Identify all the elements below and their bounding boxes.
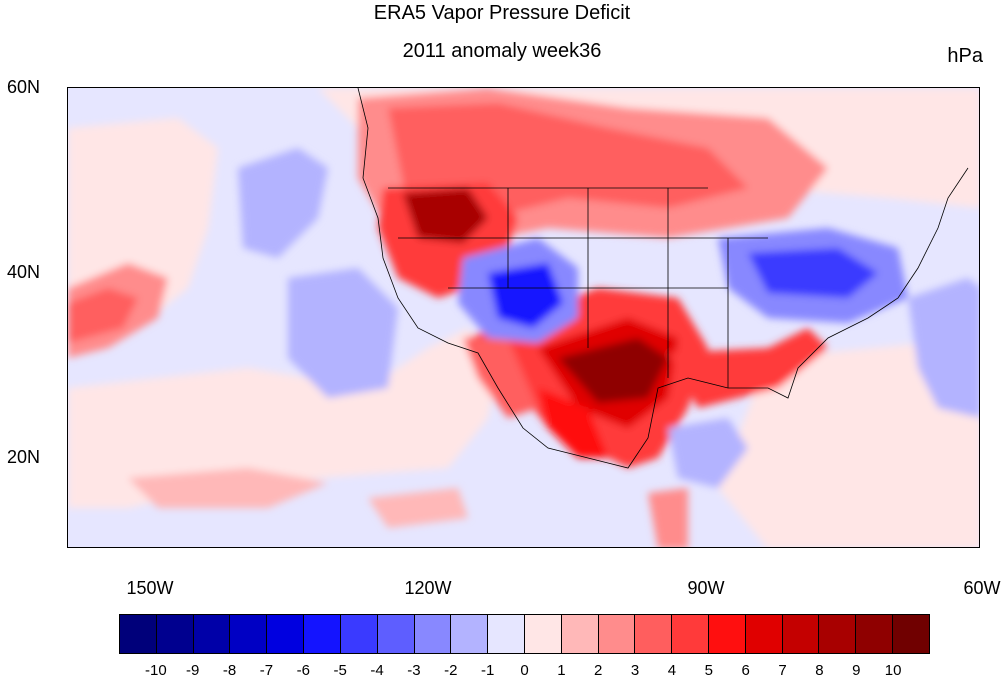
colorbar-tick-label: -7 bbox=[259, 662, 274, 679]
colorbar-tick-label: -2 bbox=[444, 662, 458, 679]
caribbean-pale-pink bbox=[718, 338, 979, 547]
pacific-blue-patch-north bbox=[238, 148, 328, 258]
colorbar-box bbox=[598, 615, 636, 653]
colorbar-tick-label: 2 bbox=[594, 662, 603, 679]
colorbar-tick-label: 1 bbox=[557, 662, 566, 679]
map-panel bbox=[67, 87, 980, 548]
coastline-outline bbox=[357, 88, 969, 469]
mexico-red-streak bbox=[538, 388, 608, 458]
colorbar-box bbox=[893, 615, 929, 653]
map-title: ERA5 Vapor Pressure Deficit bbox=[373, 2, 631, 24]
colorbar-box bbox=[709, 615, 746, 653]
lon-label-60w: 60W bbox=[963, 578, 1001, 598]
pacific-south-pale-pink bbox=[68, 328, 498, 508]
colorbar-tick-label: 3 bbox=[630, 662, 640, 679]
colorbar-tick-label: 10 bbox=[884, 662, 902, 679]
gulf-blue-patch bbox=[668, 418, 748, 488]
rockies-blue-core bbox=[488, 263, 563, 328]
colorbar-box bbox=[672, 615, 709, 653]
colorbar-tick-label: 6 bbox=[741, 662, 750, 679]
colorbar-box bbox=[782, 615, 820, 653]
colorbar-tick-label: -4 bbox=[370, 662, 384, 679]
colorbar-box bbox=[635, 615, 673, 653]
lon-label-90w: 90W bbox=[687, 578, 725, 598]
colorbar-box bbox=[414, 615, 452, 653]
colorbar-box bbox=[156, 615, 194, 653]
colorbar-tick-label: 7 bbox=[778, 662, 787, 679]
baja-red-streak bbox=[463, 338, 538, 418]
atlantic-blue-band bbox=[908, 278, 979, 418]
colorbar-tick-label: 9 bbox=[852, 662, 861, 679]
colorbar-tick-label: -9 bbox=[186, 662, 200, 679]
colorbar-tick-label: -3 bbox=[407, 662, 421, 679]
colorbar-box bbox=[745, 615, 783, 653]
lon-label-120w: 120W bbox=[404, 578, 452, 598]
colorbar-box bbox=[193, 615, 231, 653]
caribbean-red-patch bbox=[648, 488, 688, 547]
colorbar-box bbox=[340, 615, 378, 653]
colorbar-box bbox=[267, 615, 305, 653]
lat-label-20n: 20N bbox=[6, 447, 40, 467]
colorbar-box bbox=[377, 615, 415, 653]
colorbar-tick-label: -1 bbox=[480, 662, 495, 679]
colorbar-box bbox=[120, 615, 157, 653]
colorbar-tick-label: -6 bbox=[296, 662, 310, 679]
southwest-red-core bbox=[558, 338, 668, 403]
colorbar-box bbox=[524, 615, 562, 653]
anomaly-map bbox=[68, 88, 979, 547]
colorbar-tick-label: -8 bbox=[222, 662, 237, 679]
lat-label-40n: 40N bbox=[6, 262, 40, 282]
colorbar bbox=[119, 614, 930, 654]
pacific-south-red-band-2 bbox=[368, 488, 468, 528]
lon-label-150w: 150W bbox=[126, 578, 174, 598]
map-subtitle: 2011 anomaly week36 bbox=[402, 40, 602, 62]
southeast-red bbox=[668, 328, 828, 408]
units-label: hPa bbox=[947, 45, 983, 67]
colorbar-tick-label: 5 bbox=[704, 662, 713, 679]
pacific-blue-patch-central bbox=[288, 268, 398, 398]
pacific-south-red-band-1 bbox=[128, 468, 328, 508]
colorbar-tick-label: -10 bbox=[145, 662, 167, 679]
colorbar-box bbox=[488, 615, 525, 653]
colorbar-tick-label: -5 bbox=[333, 662, 347, 679]
colorbar-box bbox=[561, 615, 599, 653]
colorbar-box bbox=[304, 615, 341, 653]
pnw-red-core bbox=[403, 188, 488, 243]
colorbar-box bbox=[856, 615, 894, 653]
colorbar-box bbox=[451, 615, 489, 653]
colorbar-box bbox=[230, 615, 268, 653]
colorbar-tick-label: 0 bbox=[520, 662, 529, 679]
colorbar-tick-label: 4 bbox=[667, 662, 677, 679]
northeast-blue-core bbox=[748, 248, 878, 298]
colorbar-box bbox=[819, 615, 857, 653]
lat-label-60n: 60N bbox=[6, 77, 40, 97]
colorbar-tick-label: 8 bbox=[815, 662, 824, 679]
pacific-red-core bbox=[68, 288, 138, 343]
